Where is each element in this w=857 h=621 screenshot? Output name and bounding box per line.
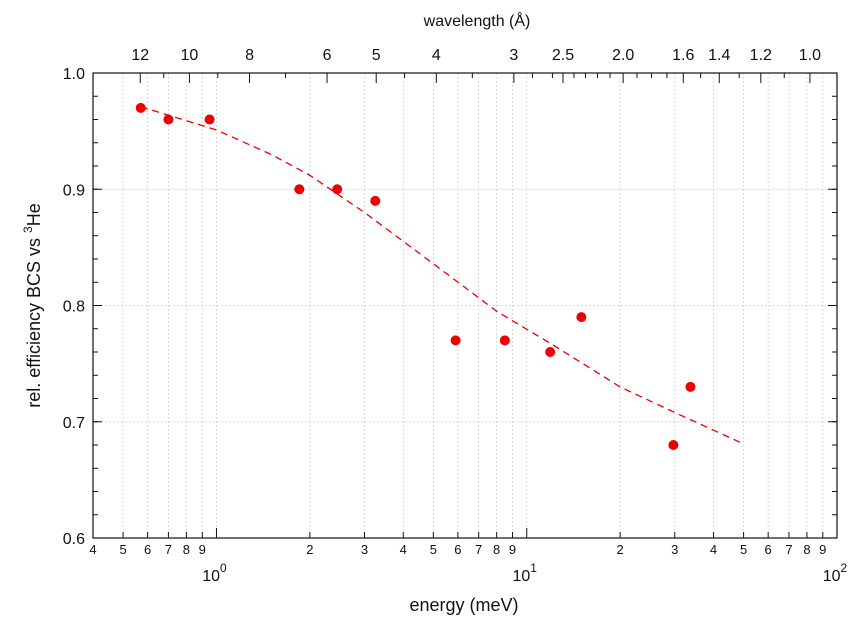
x-tick-label: 6 (144, 542, 151, 557)
x-tick-label: 8 (183, 542, 190, 557)
x-tick-label: 8 (803, 542, 810, 557)
top-tick-label: 3 (509, 47, 518, 64)
x-tick-label: 4 (89, 542, 96, 557)
y-tick-label: 0.6 (63, 531, 85, 548)
x-tick-label: 2 (306, 542, 313, 557)
top-tick-label: 1.4 (708, 47, 730, 64)
data-point (668, 440, 679, 450)
x-tick-label: 2 (617, 542, 624, 557)
data-point (499, 335, 510, 346)
y-tick-label: 1.0 (63, 66, 85, 83)
data-point (204, 114, 215, 125)
y-axis-title-main: rel. efficiency BCS vs (24, 233, 44, 408)
data-point (685, 381, 696, 392)
x-tick-label: 3 (361, 542, 368, 557)
x-decade-label: 100 (202, 561, 227, 585)
top-tick-label: 5 (372, 47, 381, 64)
x-tick-label: 6 (765, 542, 772, 557)
top-tick-label: 12 (131, 47, 149, 64)
y-axis-title: rel. efficiency BCS vs 3He (21, 203, 44, 407)
x-tick-label: 3 (671, 542, 678, 557)
y-axis-title-tail: He (24, 203, 44, 226)
top-tick-label: 4 (432, 47, 441, 64)
x-tick-label: 4 (400, 542, 407, 557)
x-tick-label: 5 (119, 542, 126, 557)
data-point (294, 184, 305, 195)
data-point (370, 195, 381, 206)
x-tick-label: 9 (199, 542, 206, 557)
y-tick-label: 0.9 (63, 182, 85, 199)
plot-frame (92, 72, 838, 539)
top-tick-label: 1.2 (750, 47, 772, 64)
top-tick-label: 1.6 (672, 47, 694, 64)
x-tick-label: 8 (493, 542, 500, 557)
x-tick-label: 5 (430, 542, 437, 557)
x-tick-label: 7 (785, 542, 792, 557)
x-tick-label: 9 (819, 542, 826, 557)
x-decade-label: 101 (512, 561, 537, 585)
top-tick-label: 10 (181, 47, 199, 64)
data-point (450, 335, 461, 346)
x-tick-label: 5 (740, 542, 747, 557)
fit-curve (140, 106, 742, 444)
x-tick-label: 9 (509, 542, 516, 557)
data-point (332, 184, 343, 195)
x-tick-label: 7 (165, 542, 172, 557)
top-tick-label: 6 (323, 47, 332, 64)
x-tick-label: 7 (475, 542, 482, 557)
data-points (135, 102, 696, 450)
data-point (576, 312, 587, 323)
data-point (135, 102, 146, 113)
x-tick-label: 6 (454, 542, 461, 557)
data-point (545, 347, 556, 357)
fit-line (140, 106, 742, 444)
y-tick-label: 0.7 (63, 415, 85, 432)
y-tick-label: 0.8 (63, 299, 85, 316)
x-decade-label: 102 (823, 561, 848, 585)
top-tick-label: 2.5 (552, 47, 574, 64)
y-axis-title-sup: 3 (21, 226, 35, 233)
top-axis-title: wavelength (Å) (423, 11, 531, 30)
x-axis-title: energy (meV) (409, 595, 518, 615)
axis-ticks (92, 72, 838, 539)
x-tick-label: 4 (710, 542, 717, 557)
grid-lines (93, 73, 837, 538)
data-point (163, 114, 174, 125)
top-tick-label: 1.0 (799, 47, 821, 64)
top-tick-label: 2.0 (612, 47, 634, 64)
top-tick-label: 8 (245, 47, 254, 64)
